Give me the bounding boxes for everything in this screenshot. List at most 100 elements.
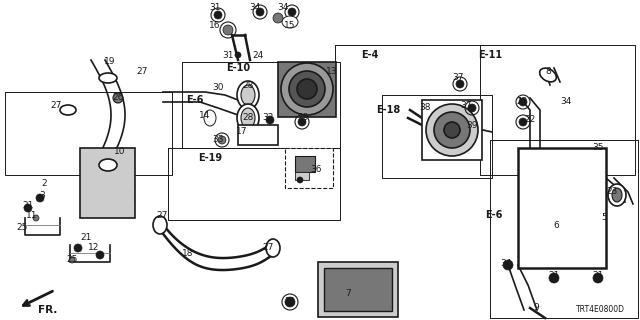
- Text: 34: 34: [277, 4, 289, 12]
- Bar: [285, 148, 333, 188]
- Ellipse shape: [241, 85, 255, 105]
- Text: 21: 21: [80, 234, 92, 243]
- Circle shape: [235, 52, 241, 58]
- Circle shape: [69, 257, 75, 263]
- Bar: [238, 125, 278, 145]
- Ellipse shape: [282, 16, 298, 28]
- Ellipse shape: [540, 68, 556, 82]
- Circle shape: [444, 122, 460, 138]
- Text: 21: 21: [592, 270, 604, 279]
- Circle shape: [285, 297, 295, 307]
- Text: 17: 17: [236, 127, 248, 137]
- Text: 27: 27: [136, 68, 148, 76]
- Circle shape: [256, 8, 264, 16]
- Circle shape: [468, 104, 476, 112]
- Text: 31: 31: [284, 298, 296, 307]
- Circle shape: [281, 63, 333, 115]
- Text: 23: 23: [606, 188, 618, 196]
- Circle shape: [266, 116, 274, 124]
- Bar: [518, 148, 606, 268]
- Text: 29: 29: [298, 114, 308, 123]
- Circle shape: [519, 118, 527, 126]
- Text: 37: 37: [452, 74, 464, 83]
- Bar: [80, 148, 135, 218]
- Circle shape: [289, 71, 325, 107]
- Ellipse shape: [237, 81, 259, 109]
- Bar: [295, 156, 315, 172]
- Ellipse shape: [241, 108, 255, 128]
- Text: 27: 27: [262, 244, 274, 252]
- Ellipse shape: [99, 159, 117, 171]
- Circle shape: [33, 215, 39, 221]
- Text: 27: 27: [51, 100, 61, 109]
- Bar: [278, 62, 336, 117]
- Text: 36: 36: [310, 165, 322, 174]
- Text: FR.: FR.: [38, 305, 58, 315]
- Text: 25: 25: [67, 255, 77, 265]
- Ellipse shape: [99, 73, 117, 83]
- Text: 35: 35: [592, 143, 604, 153]
- Ellipse shape: [612, 188, 622, 202]
- Circle shape: [298, 118, 306, 126]
- Bar: [422, 100, 482, 160]
- Text: 6: 6: [553, 221, 559, 230]
- Text: 3: 3: [39, 191, 45, 201]
- Circle shape: [288, 8, 296, 16]
- Text: 32: 32: [262, 114, 274, 123]
- Text: 31: 31: [222, 51, 234, 60]
- Circle shape: [519, 98, 527, 106]
- Text: 2: 2: [41, 180, 47, 188]
- Text: 8: 8: [545, 68, 551, 76]
- Text: 31: 31: [209, 4, 221, 12]
- Text: 21: 21: [22, 201, 34, 210]
- Circle shape: [549, 273, 559, 283]
- Circle shape: [426, 104, 478, 156]
- Text: 34: 34: [560, 98, 572, 107]
- Circle shape: [96, 251, 104, 259]
- Text: 22: 22: [524, 116, 536, 124]
- Text: 30: 30: [212, 84, 224, 92]
- Circle shape: [36, 194, 44, 202]
- Text: 7: 7: [345, 290, 351, 299]
- Circle shape: [456, 80, 464, 88]
- Ellipse shape: [237, 104, 259, 132]
- Text: TRT4E0800D: TRT4E0800D: [576, 305, 625, 314]
- Circle shape: [24, 204, 32, 212]
- Circle shape: [113, 93, 123, 103]
- Text: 22: 22: [516, 98, 527, 107]
- Text: 19: 19: [104, 58, 116, 67]
- Ellipse shape: [266, 239, 280, 257]
- Text: 15: 15: [284, 20, 296, 29]
- Text: E-11: E-11: [478, 50, 502, 60]
- Text: E-10: E-10: [226, 63, 250, 73]
- Circle shape: [297, 79, 317, 99]
- Circle shape: [218, 136, 226, 144]
- Text: 34: 34: [500, 260, 512, 268]
- Text: E-6: E-6: [485, 210, 502, 220]
- Bar: [324, 268, 392, 311]
- Text: 18: 18: [182, 250, 194, 259]
- Text: 38: 38: [419, 103, 431, 113]
- Bar: [318, 262, 398, 317]
- Ellipse shape: [60, 105, 76, 115]
- Text: 26: 26: [112, 93, 124, 102]
- Text: 28: 28: [243, 114, 253, 123]
- Circle shape: [593, 273, 603, 283]
- Text: 16: 16: [209, 20, 221, 29]
- Text: 34: 34: [250, 4, 260, 12]
- Text: E-18: E-18: [376, 105, 400, 115]
- Circle shape: [214, 11, 222, 19]
- Text: 37: 37: [460, 100, 472, 109]
- Text: E-6: E-6: [186, 95, 204, 105]
- Text: 24: 24: [252, 51, 264, 60]
- Text: E-4: E-4: [362, 50, 379, 60]
- Text: 11: 11: [26, 211, 38, 220]
- Ellipse shape: [204, 110, 216, 126]
- Text: 27: 27: [156, 212, 168, 220]
- Bar: [295, 172, 309, 180]
- Text: 21: 21: [548, 270, 560, 279]
- Text: 9: 9: [533, 303, 539, 313]
- Circle shape: [503, 260, 513, 270]
- Text: 39: 39: [467, 121, 477, 130]
- Text: 10: 10: [115, 148, 125, 156]
